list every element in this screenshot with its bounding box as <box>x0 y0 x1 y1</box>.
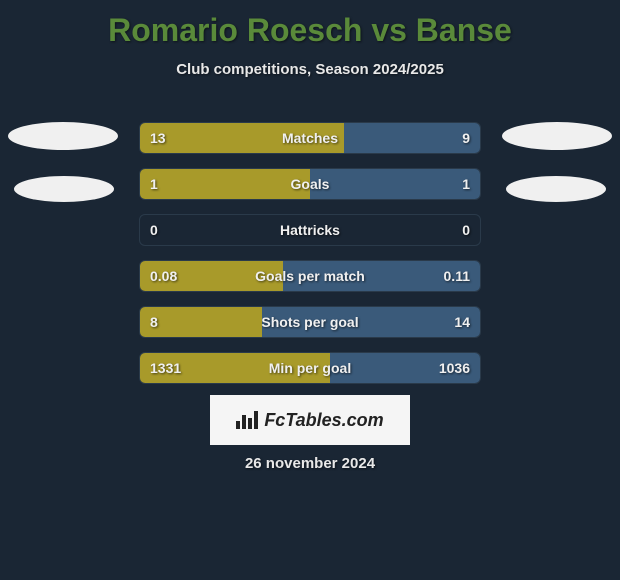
stat-row: 11Goals <box>139 168 481 200</box>
stat-label: Goals <box>140 169 480 199</box>
player2-avatar-placeholder <box>502 122 612 150</box>
comparison-rows: 139Matches 11Goals 00Hattricks 0.080.11Goal… <box>139 122 481 398</box>
page-title: Romario Roesch vs Banse <box>0 0 620 49</box>
stat-row: 13311036Min per goal <box>139 352 481 384</box>
stat-label: Goals per match <box>140 261 480 291</box>
stat-row: 139Matches <box>139 122 481 154</box>
stat-row: 0.080.11Goals per match <box>139 260 481 292</box>
player1-avatar-placeholder <box>8 122 118 150</box>
subtitle: Club competitions, Season 2024/2025 <box>0 61 620 78</box>
date-text: 26 november 2024 <box>0 455 620 472</box>
stat-label: Matches <box>140 123 480 153</box>
watermark: FcTables.com <box>210 395 410 445</box>
player1-avatar-placeholder-2 <box>14 176 114 202</box>
stat-label: Hattricks <box>140 215 480 245</box>
stat-label: Shots per goal <box>140 307 480 337</box>
watermark-text: FcTables.com <box>264 410 383 431</box>
player2-avatar-placeholder-2 <box>506 176 606 202</box>
stat-row: 00Hattricks <box>139 214 481 246</box>
stat-label: Min per goal <box>140 353 480 383</box>
chart-icon <box>236 411 258 429</box>
stat-row: 814Shots per goal <box>139 306 481 338</box>
